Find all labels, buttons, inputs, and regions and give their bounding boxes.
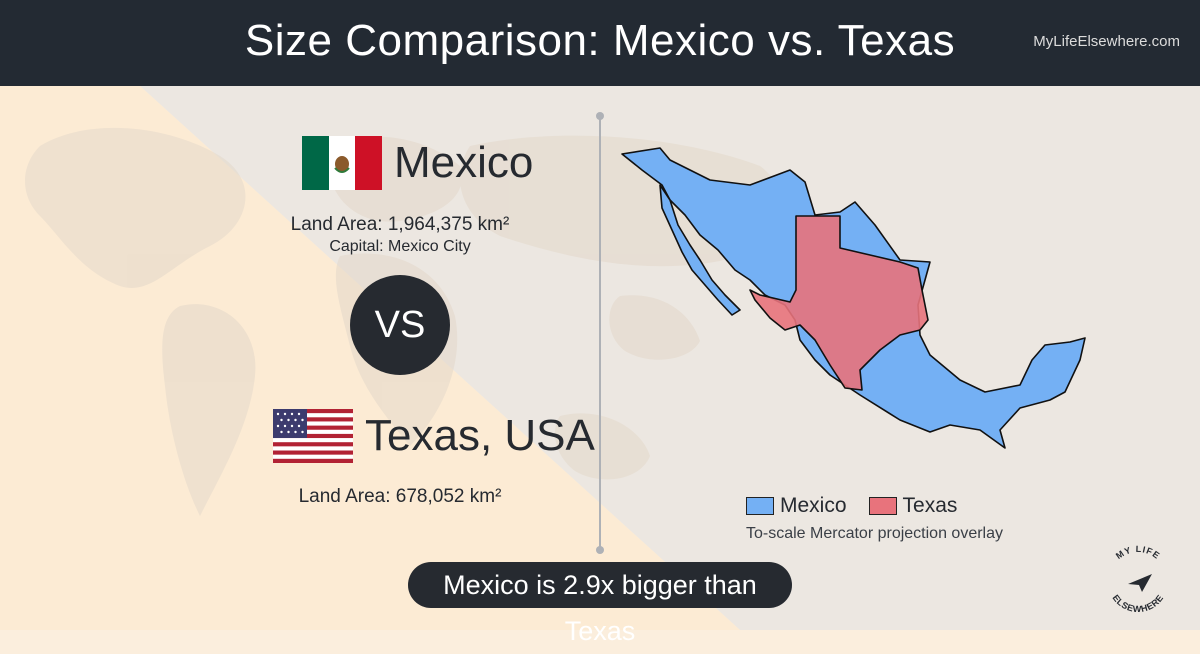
- legend-label-texas: Texas: [902, 494, 958, 517]
- page-title: Size Comparison: Mexico vs. Texas: [244, 16, 956, 65]
- legend-swatch-texas: [868, 497, 897, 515]
- divider-bottom-dot: [596, 546, 604, 554]
- country-a-name: Mexico: [394, 138, 534, 187]
- svg-text:MY LIFE: MY LIFE: [1114, 544, 1162, 561]
- mylifeelsewhere-logo: MY LIFE ELSEWHERE: [1111, 544, 1166, 614]
- country-b-area: Land Area: 678,052 km²: [298, 486, 502, 507]
- summary-banner: Mexico is 2.9x bigger than Texas: [408, 562, 792, 646]
- country-b-heading: Texas, USA: [273, 409, 595, 463]
- svg-text:ELSEWHERE: ELSEWHERE: [1111, 593, 1166, 614]
- country-b-name: Texas, USA: [365, 411, 595, 460]
- country-a-capital: Capital: Mexico City: [329, 238, 471, 255]
- comparison-map: [621, 147, 1086, 449]
- header-bar: Size Comparison: Mexico vs. Texas MyLife…: [0, 0, 1200, 86]
- texas-shape: [749, 215, 929, 391]
- paper-plane-icon: [1128, 574, 1152, 592]
- site-name[interactable]: MyLifeElsewhere.com: [1033, 33, 1180, 50]
- country-a-area: Land Area: 1,964,375 km²: [290, 214, 510, 235]
- projection-note: To-scale Mercator projection overlay: [746, 525, 1003, 542]
- map-legend: Mexico Texas: [746, 494, 957, 518]
- usa-flag-icon: [273, 409, 353, 463]
- country-a-heading: Mexico: [302, 136, 533, 190]
- legend-swatch-mexico: [746, 497, 774, 515]
- legend-label-mexico: Mexico: [780, 494, 847, 517]
- baja-california-shape: [659, 184, 741, 316]
- vs-badge: VS: [350, 275, 450, 375]
- vertical-divider: [599, 116, 601, 550]
- mexico-flag-icon: [302, 136, 382, 190]
- divider-top-dot: [596, 112, 604, 120]
